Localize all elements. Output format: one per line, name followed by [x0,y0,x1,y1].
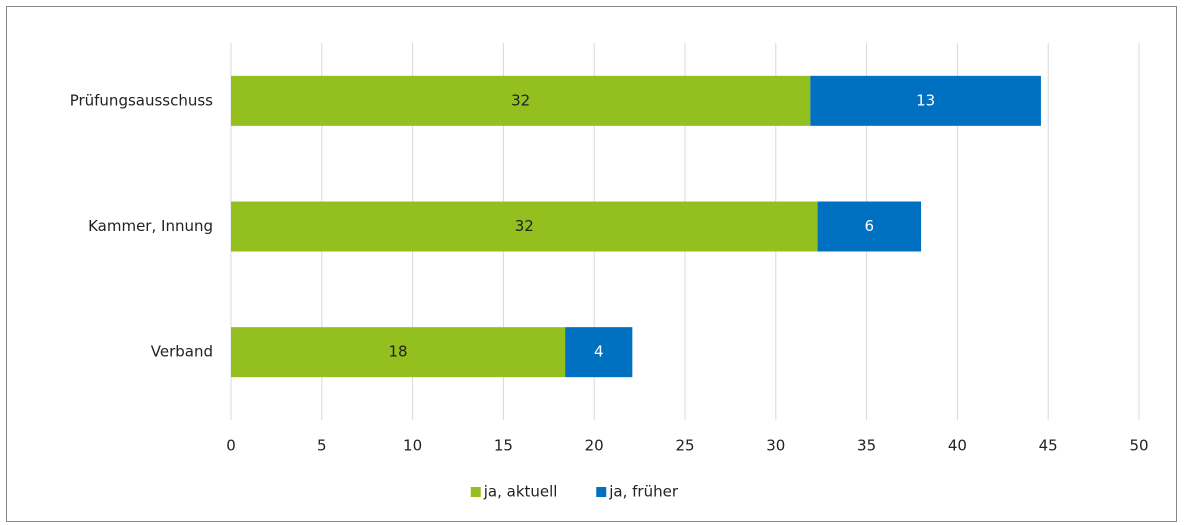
bar [565,327,633,378]
x-tick-label: 5 [317,437,327,455]
legend-label: ja, früher [608,483,679,501]
x-tick-label: 0 [226,437,236,455]
data-label: 13 [916,91,935,109]
x-tick-label: 15 [494,437,513,455]
bar [817,201,922,252]
data-label: 32 [511,91,530,109]
y-tick-label: Kammer, Innung [88,217,213,235]
x-tick-label: 45 [1039,437,1058,455]
x-tick-label: 50 [1129,437,1148,455]
data-label: 4 [594,343,604,361]
x-tick-label: 10 [403,437,422,455]
legend-swatch [596,487,607,497]
bar [231,75,811,126]
bar [231,327,566,378]
x-tick-label: 20 [585,437,604,455]
data-label: 6 [865,217,875,235]
legend-label: ja, aktuell [483,483,558,501]
x-tick-label: 25 [675,437,694,455]
bar [231,201,818,252]
bar [810,75,1041,126]
legend-swatch [470,487,481,497]
data-label: 18 [389,343,408,361]
y-tick-label: Prüfungsausschuss [70,91,213,109]
x-tick-label: 35 [857,437,876,455]
x-tick-label: 40 [948,437,967,455]
y-tick-label: Verband [151,343,213,361]
data-label: 32 [515,217,534,235]
x-tick-label: 30 [766,437,785,455]
